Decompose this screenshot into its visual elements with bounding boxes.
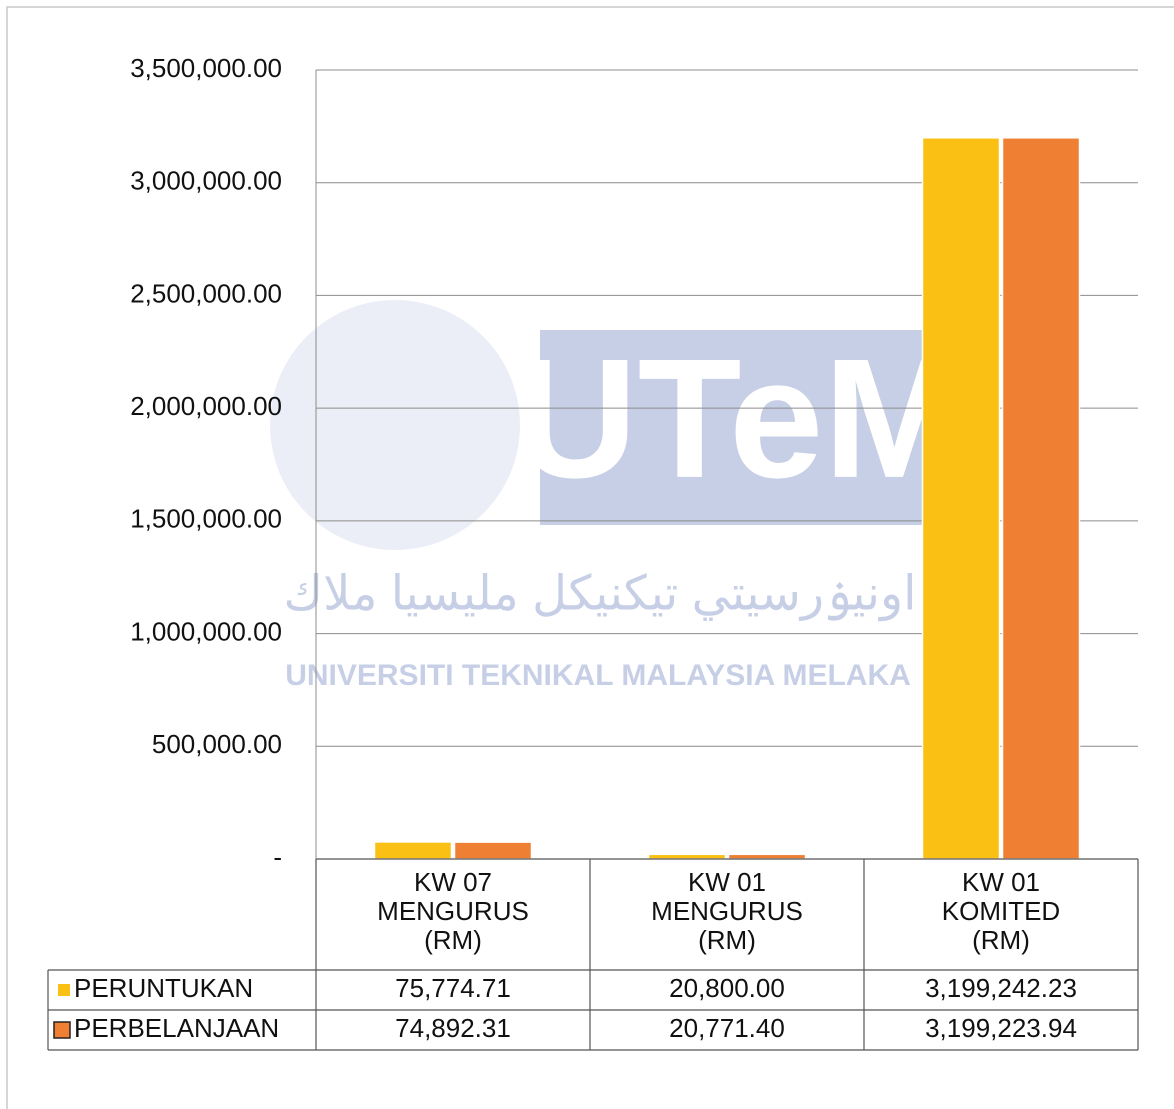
watermark: UTeM اونيۏرسيتي تيكنيكل مليسيا ملاك UNIV… xyxy=(270,300,965,692)
bar xyxy=(727,853,807,860)
data-label: 3,199,242.23 xyxy=(925,973,1077,1003)
jawi-text: اونيۏرسيتي تيكنيكل مليسيا ملاك xyxy=(284,568,917,622)
x-tick-label: MENGURUS xyxy=(651,896,803,926)
x-tick-label: KW 01 xyxy=(688,867,766,897)
y-tick-label: 1,000,000.00 xyxy=(130,616,282,646)
legend-label: PERUNTUKAN xyxy=(74,973,253,1003)
y-tick-label: 2,500,000.00 xyxy=(130,278,282,308)
university-name: UNIVERSITI TEKNIKAL MALAYSIA MELAKA xyxy=(285,659,911,692)
seal xyxy=(270,300,520,550)
data-label: 20,771.40 xyxy=(669,1013,785,1043)
legend-label: PERBELANJAAN xyxy=(74,1013,279,1043)
bar xyxy=(921,137,1001,860)
data-label: 3,199,223.94 xyxy=(925,1013,1077,1043)
x-tick-label: (RM) xyxy=(972,925,1030,955)
data-label: 75,774.71 xyxy=(395,973,511,1003)
bar xyxy=(647,853,727,860)
x-tick-label: KOMITED xyxy=(942,896,1060,926)
y-tick-label: 500,000.00 xyxy=(152,729,282,759)
x-tick-label: (RM) xyxy=(698,925,756,955)
legend-swatch xyxy=(58,984,70,996)
x-tick-label: MENGURUS xyxy=(377,896,529,926)
x-tick-label: KW 01 xyxy=(962,867,1040,897)
y-tick-label: 1,500,000.00 xyxy=(130,504,282,534)
x-tick-label: KW 07 xyxy=(414,867,492,897)
bar xyxy=(1001,137,1081,860)
bar xyxy=(453,841,533,860)
y-tick-label: 3,000,000.00 xyxy=(130,166,282,196)
data-label: 20,800.00 xyxy=(669,973,785,1003)
logo-box xyxy=(540,330,940,525)
frame xyxy=(6,6,1174,1109)
logo-text: UTeM xyxy=(515,324,965,514)
data-label: 74,892.31 xyxy=(395,1013,511,1043)
legend-swatch xyxy=(53,1021,71,1039)
x-tick-label: (RM) xyxy=(424,925,482,955)
y-tick-label: 2,000,000.00 xyxy=(130,391,282,421)
y-tick-label: - xyxy=(273,842,282,872)
y-tick-label: 3,500,000.00 xyxy=(130,53,282,83)
bar xyxy=(373,841,453,860)
